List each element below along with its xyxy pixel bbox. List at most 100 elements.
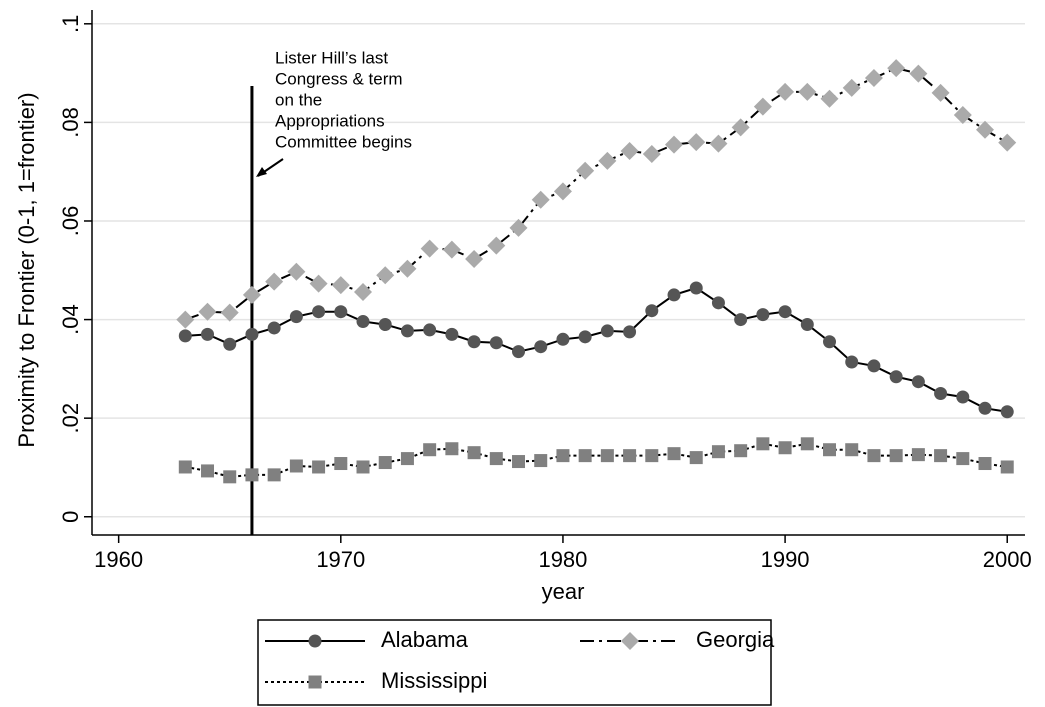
marker — [465, 249, 484, 268]
marker — [289, 459, 303, 473]
marker — [800, 318, 814, 332]
marker — [467, 446, 481, 460]
annotation: Congress & term — [275, 69, 403, 88]
x-tick-label: 1990 — [761, 547, 810, 572]
marker — [711, 445, 725, 459]
marker — [178, 329, 192, 343]
marker — [553, 182, 572, 201]
marker — [223, 337, 237, 351]
marker — [753, 97, 772, 116]
marker — [711, 296, 725, 310]
legend-marker — [308, 675, 322, 689]
y-axis-title: Proximity to Frontier (0-1, 1=frontier) — [14, 92, 39, 447]
marker — [356, 460, 370, 474]
y-tick-label: .04 — [58, 304, 83, 335]
marker — [600, 324, 614, 338]
marker — [689, 281, 703, 295]
marker — [1000, 405, 1014, 419]
marker — [534, 340, 548, 354]
marker — [509, 218, 528, 237]
series-line — [185, 442, 1008, 478]
series-line — [185, 286, 1008, 413]
y-tick-label: .02 — [58, 403, 83, 434]
marker — [423, 443, 437, 457]
x-tick-label: 1970 — [316, 547, 365, 572]
marker — [889, 449, 903, 463]
marker — [354, 282, 373, 301]
x-tick-label: 1960 — [94, 547, 143, 572]
marker — [756, 437, 770, 451]
y-tick-label: 0 — [58, 511, 83, 523]
marker — [867, 449, 881, 463]
marker — [442, 240, 461, 259]
marker — [976, 120, 995, 139]
annotation-arrowhead — [256, 167, 267, 177]
marker — [289, 310, 303, 324]
marker — [287, 262, 306, 281]
x-tick-label: 1980 — [538, 547, 587, 572]
marker — [220, 303, 239, 322]
marker — [867, 359, 881, 373]
marker — [600, 449, 614, 463]
marker — [956, 390, 970, 404]
marker — [820, 89, 839, 108]
marker — [512, 455, 526, 469]
marker — [709, 134, 728, 153]
marker — [800, 437, 814, 451]
marker — [445, 327, 459, 341]
legend-marker — [621, 632, 639, 650]
marker — [245, 468, 259, 482]
marker — [642, 144, 661, 163]
marker — [645, 449, 659, 463]
marker — [1000, 460, 1014, 474]
marker — [756, 308, 770, 322]
marker — [331, 276, 350, 295]
annotation: Appropriations — [275, 111, 385, 130]
marker — [667, 288, 681, 302]
y-tick-label: .06 — [58, 206, 83, 237]
marker — [487, 236, 506, 255]
legend-box — [257, 619, 772, 706]
marker — [201, 327, 215, 341]
marker — [887, 59, 906, 78]
marker — [931, 83, 950, 102]
marker — [578, 330, 592, 344]
marker — [598, 151, 617, 170]
marker — [778, 441, 792, 455]
marker — [400, 452, 414, 466]
legend-label: Alabama — [381, 627, 469, 652]
marker — [176, 310, 195, 329]
marker — [556, 332, 570, 346]
y-tick-label: .08 — [58, 107, 83, 138]
series-line — [184, 67, 1008, 321]
marker — [356, 315, 370, 329]
marker — [623, 325, 637, 339]
marker — [378, 318, 392, 332]
marker — [265, 272, 284, 291]
marker — [645, 304, 659, 318]
marker — [823, 335, 837, 349]
marker — [823, 443, 837, 457]
marker — [178, 460, 192, 474]
marker — [845, 355, 859, 369]
marker — [531, 190, 550, 209]
marker — [312, 460, 326, 474]
marker — [420, 239, 439, 258]
marker — [911, 375, 925, 389]
legend-label: Georgia — [696, 627, 775, 652]
marker — [953, 106, 972, 124]
marker — [842, 78, 861, 97]
marker — [909, 64, 928, 83]
marker — [334, 305, 348, 319]
marker — [578, 449, 592, 463]
marker — [201, 464, 215, 478]
marker — [687, 133, 706, 152]
marker — [556, 449, 570, 463]
marker — [889, 370, 903, 384]
marker — [245, 327, 259, 341]
marker — [934, 449, 948, 463]
y-tick-label: .1 — [58, 15, 83, 33]
marker — [467, 335, 481, 349]
marker — [400, 324, 414, 338]
